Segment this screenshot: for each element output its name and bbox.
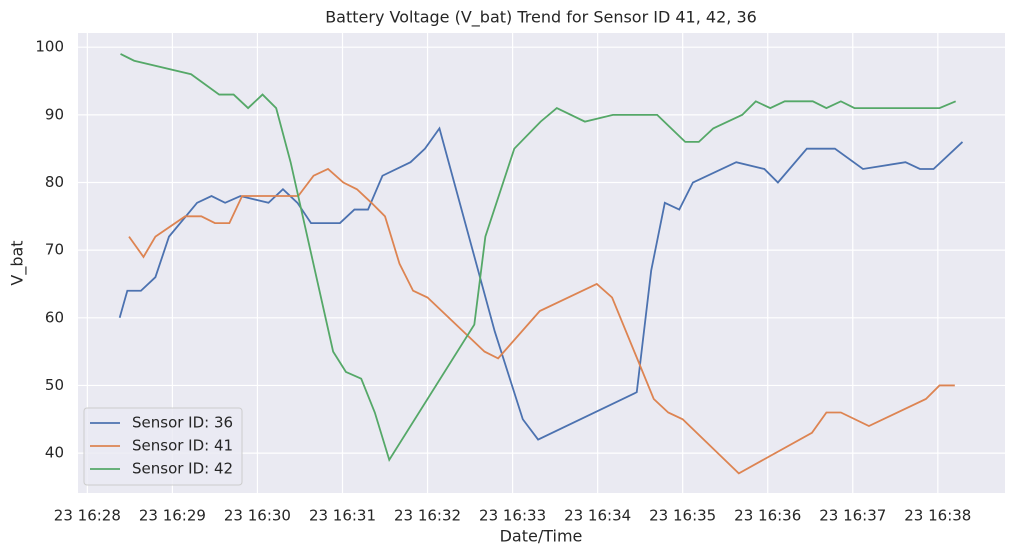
x-tick-label: 23 16:37 [819,507,886,525]
legend-label: Sensor ID: 41 [132,437,233,455]
y-tick-label: 90 [45,105,64,123]
x-tick-label: 23 16:34 [564,507,631,525]
x-axis-label: Date/Time [500,527,583,546]
x-tick-label: 23 16:33 [479,507,546,525]
y-tick-label: 100 [35,38,64,56]
x-tick-label: 23 16:38 [904,507,971,525]
y-tick-label: 80 [45,173,64,191]
y-tick-label: 70 [45,241,64,259]
data-line [120,53,957,462]
y-axis-label: V_bat [8,240,28,285]
chart-title: Battery Voltage (V_bat) Trend for Sensor… [325,8,757,28]
x-tick-label: 23 16:28 [54,507,121,525]
y-tick-label: 60 [45,308,64,326]
data-line [118,126,964,441]
legend-label: Sensor ID: 42 [132,460,233,478]
legend-label: Sensor ID: 36 [132,414,233,432]
x-tick-label: 23 16:30 [224,507,291,525]
x-tick-label: 23 16:31 [309,507,376,525]
x-tick-label: 23 16:35 [649,507,716,525]
legend-box [83,407,243,486]
x-tick-label: 23 16:29 [139,507,206,525]
y-tick-label: 50 [45,376,64,394]
data-line [128,167,955,475]
x-tick-label: 23 16:36 [734,507,801,525]
y-tick-label: 40 [45,444,64,462]
x-tick-label: 23 16:32 [394,507,461,525]
